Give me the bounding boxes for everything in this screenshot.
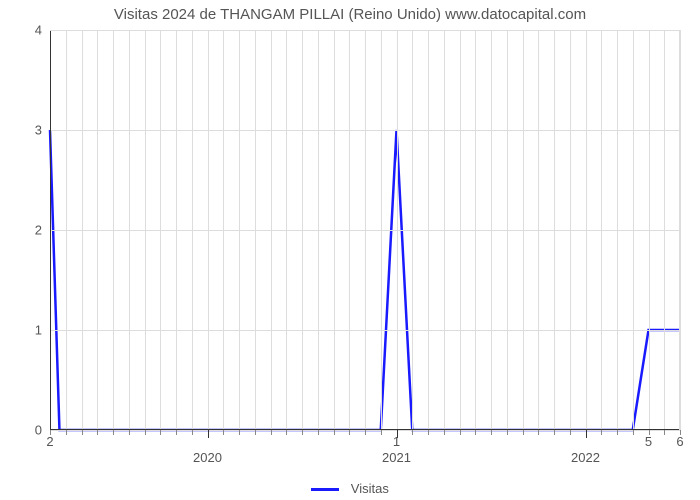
- axis-border: [679, 30, 680, 430]
- x-minor-tick: [570, 430, 571, 435]
- x-minor-tick: [365, 430, 366, 435]
- x-minor-tick: [145, 430, 146, 435]
- axis-border: [50, 30, 680, 31]
- plot-area: 012342020202120222156: [50, 30, 680, 430]
- x-minor-tick: [286, 430, 287, 435]
- gridline-v: [617, 30, 618, 430]
- gridline-v: [570, 30, 571, 430]
- chart-title: Visitas 2024 de THANGAM PILLAI (Reino Un…: [0, 6, 700, 23]
- gridline-v: [129, 30, 130, 430]
- gridline-v: [460, 30, 461, 430]
- x-minor-tick: [381, 430, 382, 435]
- x-minor-tick: [66, 430, 67, 435]
- gridline-v: [97, 30, 98, 430]
- gridline-v: [475, 30, 476, 430]
- x-year-label: 2020: [193, 450, 222, 465]
- x-minor-tick: [176, 430, 177, 435]
- x-minor-tick: [302, 430, 303, 435]
- x-minor-tick: [334, 430, 335, 435]
- x-minor-tick: [271, 430, 272, 435]
- x-major-tick: [586, 430, 587, 438]
- x-minor-tick: [460, 430, 461, 435]
- x-minor-tick: [82, 430, 83, 435]
- gridline-v: [208, 30, 209, 430]
- gridline-v: [491, 30, 492, 430]
- x-category-label: 6: [676, 434, 683, 449]
- x-minor-tick: [444, 430, 445, 435]
- gridline-v: [334, 30, 335, 430]
- gridline-v: [554, 30, 555, 430]
- y-tick-label: 2: [35, 223, 42, 238]
- gridline-v: [160, 30, 161, 430]
- x-year-label: 2022: [571, 450, 600, 465]
- x-minor-tick: [523, 430, 524, 435]
- gridline-v: [444, 30, 445, 430]
- y-tick-label: 0: [35, 423, 42, 438]
- gridline-v: [381, 30, 382, 430]
- gridline-v: [601, 30, 602, 430]
- gridline-v: [239, 30, 240, 430]
- x-minor-tick: [428, 430, 429, 435]
- x-minor-tick: [633, 430, 634, 435]
- legend: Visitas: [0, 481, 700, 496]
- x-minor-tick: [129, 430, 130, 435]
- x-minor-tick: [255, 430, 256, 435]
- y-tick-label: 1: [35, 323, 42, 338]
- x-minor-tick: [160, 430, 161, 435]
- visits-line-chart: Visitas 2024 de THANGAM PILLAI (Reino Un…: [0, 0, 700, 500]
- gridline-v: [633, 30, 634, 430]
- x-minor-tick: [97, 430, 98, 435]
- legend-swatch: [311, 488, 339, 491]
- gridline-v: [349, 30, 350, 430]
- y-tick-label: 3: [35, 123, 42, 138]
- legend-label: Visitas: [351, 481, 389, 496]
- axis-border: [50, 429, 680, 430]
- gridline-v: [318, 30, 319, 430]
- x-minor-tick: [113, 430, 114, 435]
- gridline-v: [113, 30, 114, 430]
- gridline-v: [145, 30, 146, 430]
- axis-border: [50, 30, 51, 430]
- x-minor-tick: [601, 430, 602, 435]
- x-major-tick: [208, 430, 209, 438]
- gridline-v: [255, 30, 256, 430]
- x-minor-tick: [412, 430, 413, 435]
- gridline-v: [680, 30, 681, 430]
- gridline-v: [223, 30, 224, 430]
- x-minor-tick: [475, 430, 476, 435]
- x-minor-tick: [491, 430, 492, 435]
- gridline-v: [428, 30, 429, 430]
- x-minor-tick: [318, 430, 319, 435]
- gridline-v: [66, 30, 67, 430]
- x-category-label: 2: [46, 434, 53, 449]
- x-minor-tick: [239, 430, 240, 435]
- x-minor-tick: [192, 430, 193, 435]
- x-minor-tick: [349, 430, 350, 435]
- gridline-v: [397, 30, 398, 430]
- x-minor-tick: [223, 430, 224, 435]
- gridline-v: [271, 30, 272, 430]
- gridline-v: [192, 30, 193, 430]
- x-minor-tick: [554, 430, 555, 435]
- gridline-v: [507, 30, 508, 430]
- gridline-v: [664, 30, 665, 430]
- x-category-label: 1: [393, 434, 400, 449]
- x-year-label: 2021: [382, 450, 411, 465]
- gridline-v: [176, 30, 177, 430]
- x-category-label: 5: [645, 434, 652, 449]
- x-minor-tick: [538, 430, 539, 435]
- gridline-v: [649, 30, 650, 430]
- gridline-v: [523, 30, 524, 430]
- x-minor-tick: [617, 430, 618, 435]
- gridline-v: [286, 30, 287, 430]
- gridline-v: [82, 30, 83, 430]
- gridline-v: [365, 30, 366, 430]
- gridline-v: [412, 30, 413, 430]
- gridline-v: [302, 30, 303, 430]
- gridline-v: [538, 30, 539, 430]
- x-minor-tick: [664, 430, 665, 435]
- x-minor-tick: [507, 430, 508, 435]
- gridline-v: [586, 30, 587, 430]
- y-tick-label: 4: [35, 23, 42, 38]
